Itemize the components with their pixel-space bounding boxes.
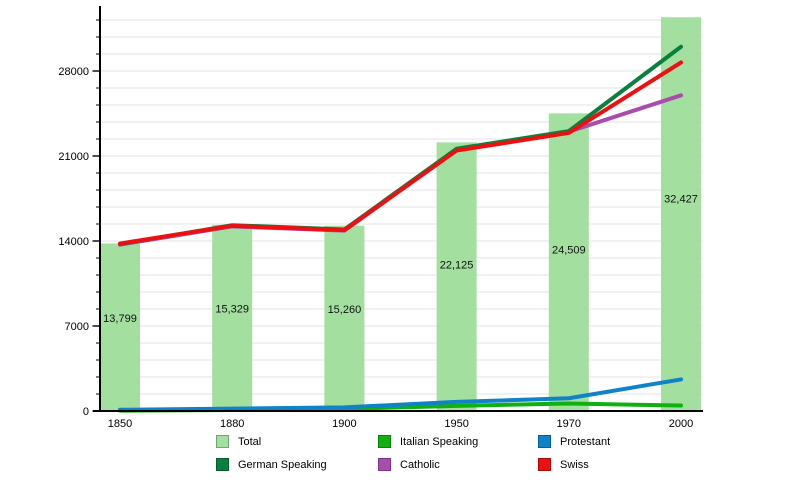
x-tick-label-1850: 1850 bbox=[108, 418, 132, 430]
bar-label-2000: 32,427 bbox=[664, 193, 698, 205]
y-tick-label-14000: 14000 bbox=[58, 236, 89, 248]
bar-1970 bbox=[548, 113, 589, 411]
y-tick-label-7000: 7000 bbox=[65, 321, 89, 333]
bar-2000 bbox=[661, 17, 701, 412]
line-swiss bbox=[118, 60, 683, 246]
legend-item-protestant: Protestant bbox=[538, 430, 688, 453]
legend-swatch-catholic bbox=[378, 458, 391, 471]
legend-swatch-protestant bbox=[538, 435, 551, 448]
bar-label-1850: 13,799 bbox=[103, 313, 137, 325]
legend-label-total: Total bbox=[238, 435, 262, 448]
legend-item-swiss: Swiss bbox=[538, 453, 688, 476]
bar-1900 bbox=[324, 225, 365, 411]
line-catholic bbox=[118, 93, 683, 247]
bar-1880 bbox=[212, 224, 253, 411]
legend-swatch-swiss bbox=[538, 458, 551, 471]
legend-label-german-speaking: German Speaking bbox=[238, 458, 327, 471]
x-tick-label-1970: 1970 bbox=[557, 418, 581, 430]
legend-item-italian-speaking: Italian Speaking bbox=[378, 430, 538, 453]
bar-label-1880: 15,329 bbox=[215, 303, 249, 315]
bar-label-1900: 15,260 bbox=[328, 304, 362, 316]
bar-1850 bbox=[100, 243, 140, 411]
y-tick-label-0: 0 bbox=[83, 406, 89, 418]
legend-swatch-german-speaking bbox=[216, 458, 229, 471]
bar-label-1970: 24,509 bbox=[552, 244, 586, 256]
legend-label-catholic: Catholic bbox=[400, 458, 440, 471]
bar-1950 bbox=[436, 142, 477, 411]
legend-label-swiss: Swiss bbox=[560, 458, 589, 471]
legend-label-italian-speaking: Italian Speaking bbox=[400, 435, 479, 448]
x-tick-label-2000: 2000 bbox=[669, 418, 693, 430]
legend-swatch-total bbox=[216, 435, 229, 448]
x-tick-label-1880: 1880 bbox=[220, 418, 244, 430]
legend-item-german-speaking: German Speaking bbox=[216, 453, 378, 476]
x-tick-label-1900: 1900 bbox=[332, 418, 356, 430]
line-german-speaking bbox=[118, 44, 683, 247]
legend-item-total: Total bbox=[216, 430, 378, 453]
y-tick-label-28000: 28000 bbox=[58, 66, 89, 78]
y-tick-label-21000: 21000 bbox=[58, 151, 89, 163]
legend-item-catholic: Catholic bbox=[378, 453, 538, 476]
line-protestant bbox=[118, 377, 683, 412]
legend-label-protestant: Protestant bbox=[560, 435, 611, 448]
legend-swatch-italian-speaking bbox=[378, 435, 391, 448]
chart-legend: Total Italian Speaking Protestant German Sp… bbox=[216, 430, 688, 476]
x-tick-label-1950: 1950 bbox=[444, 418, 468, 430]
bar-label-1950: 22,125 bbox=[440, 260, 474, 272]
